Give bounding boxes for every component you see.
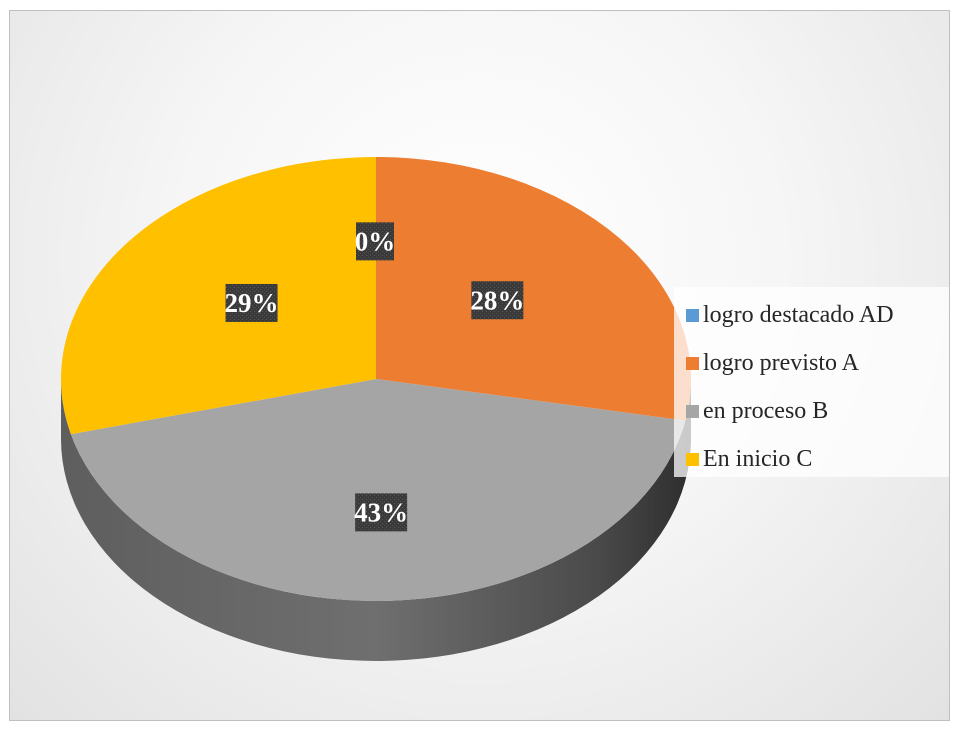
pie-chart: 0% 28% 43% 29% (61, 157, 691, 661)
data-label-box-en-inicio-c (225, 283, 278, 322)
legend-swatch-en-inicio-c (686, 453, 699, 466)
data-label-text-logro-destacado-ad: 0% (355, 226, 396, 256)
pie-side-wall-face (61, 379, 691, 661)
data-label-logro-destacado-ad: 0% (355, 222, 396, 261)
data-label-text-en-proceso-b: 43% (354, 497, 408, 527)
legend-item-logro-previsto-a: logro previsto A (686, 350, 859, 377)
legend: logro destacado AD logro previsto A en pro… (674, 287, 949, 477)
data-label-text-logro-previsto-a: 28% (470, 285, 524, 315)
data-label-box-logro-destacado-ad (356, 222, 394, 261)
data-label-en-inicio-c: 29% (225, 283, 279, 322)
pie-slice-en-proceso-b (70, 379, 686, 601)
legend-item-en-proceso-b: en proceso B (686, 398, 828, 425)
legend-item-en-inicio-c: En inicio C (686, 446, 812, 473)
data-label-box-logro-previsto-a (471, 281, 524, 320)
legend-swatch-logro-destacado-ad (686, 309, 699, 322)
legend-swatch-en-proceso-b (686, 405, 699, 418)
legend-label-en-inicio-c: En inicio C (703, 446, 813, 472)
chart-area: 0% 28% 43% 29% logro destacado AD logro prev… (9, 10, 950, 721)
legend-label-logro-destacado-ad: logro destacado AD (703, 302, 894, 328)
pie-side-wall (61, 379, 691, 661)
legend-label-en-proceso-b: en proceso B (703, 398, 829, 424)
data-label-text-en-inicio-c: 29% (225, 288, 279, 318)
legend-item-logro-destacado-ad: logro destacado AD (686, 302, 894, 329)
data-label-box-en-proceso-b (355, 493, 408, 532)
data-label-en-proceso-b: 43% (354, 493, 408, 532)
legend-label-logro-previsto-a: logro previsto A (703, 350, 859, 376)
pie-slices (61, 157, 691, 601)
pie-data-labels: 0% 28% 43% 29% (225, 222, 524, 532)
legend-swatch-logro-previsto-a (686, 357, 699, 370)
data-label-logro-previsto-a: 28% (470, 281, 524, 320)
pie-slice-logro-previsto-a (376, 157, 691, 421)
pie-slice-en-inicio-c (61, 157, 376, 435)
